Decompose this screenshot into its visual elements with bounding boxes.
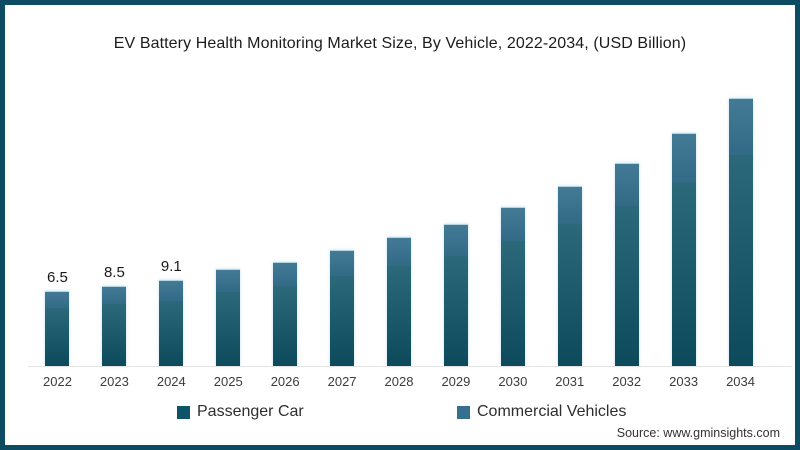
legend-label-commercial-vehicles: Commercial Vehicles xyxy=(477,403,627,420)
stacked-bar-2031 xyxy=(557,186,582,366)
x-axis-label-2033: 2033 xyxy=(669,374,699,389)
x-axis-label-2034: 2034 xyxy=(726,374,755,389)
x-axis-label-2024: 2024 xyxy=(156,374,186,389)
x-axis-label-2023: 2023 xyxy=(99,374,129,389)
bar-segment-passenger-car xyxy=(614,206,639,366)
bar-column-2026 xyxy=(257,89,314,366)
bar-segment-commercial-vehicles xyxy=(273,262,298,286)
plot-area: 6.5 8.5 9.1 xyxy=(29,89,769,366)
x-axis-label-2028: 2028 xyxy=(384,374,414,389)
bar-segment-commercial-vehicles xyxy=(102,286,127,304)
bar-segment-commercial-vehicles xyxy=(443,224,468,256)
bar-column-2034 xyxy=(712,89,769,366)
x-axis-label-2030: 2030 xyxy=(498,374,528,389)
bar-segment-commercial-vehicles xyxy=(614,163,639,206)
bar-column-2023: 8.5 xyxy=(86,89,143,366)
stacked-bar-2033 xyxy=(671,133,696,366)
bar-column-2029 xyxy=(427,89,484,366)
bar-segment-passenger-car xyxy=(273,286,298,366)
bar-segment-passenger-car xyxy=(728,155,753,366)
legend-item-passenger-car: Passenger Car xyxy=(177,403,304,421)
legend-swatch-commercial-vehicles-icon xyxy=(457,405,470,419)
x-axis-label-2029: 2029 xyxy=(441,374,471,389)
x-axis-labels: 2022 2023 2024 2025 2026 2027 2028 2029 2030 2031… xyxy=(29,374,769,389)
bar-column-2032 xyxy=(598,89,655,366)
bar-segment-commercial-vehicles xyxy=(45,291,70,308)
bar-column-2022: 6.5 xyxy=(29,89,86,366)
x-axis-label-2032: 2032 xyxy=(612,374,642,389)
bar-segment-passenger-car xyxy=(102,304,127,366)
stacked-bar-2030 xyxy=(500,207,525,366)
bar-segment-commercial-vehicles xyxy=(386,237,411,266)
bar-value-label-2023: 8.5 xyxy=(103,264,125,281)
stacked-bar-2029 xyxy=(443,224,468,366)
x-axis-label-2031: 2031 xyxy=(555,374,585,389)
x-axis-label-2027: 2027 xyxy=(327,374,357,389)
bar-value-label-2024: 9.1 xyxy=(160,258,182,275)
bar-column-2025 xyxy=(200,89,257,366)
bar-column-2028 xyxy=(371,89,428,366)
bar-segment-commercial-vehicles xyxy=(728,98,753,155)
bar-segment-passenger-car xyxy=(159,301,184,366)
bar-segment-commercial-vehicles xyxy=(330,250,355,276)
bar-segment-passenger-car xyxy=(330,276,355,366)
x-axis-label-2025: 2025 xyxy=(213,374,243,389)
bar-column-2033 xyxy=(655,89,712,366)
bar-segment-passenger-car xyxy=(557,224,582,366)
bar-segment-commercial-vehicles xyxy=(159,280,184,301)
bar-segment-passenger-car xyxy=(443,256,468,366)
x-axis-label-2022: 2022 xyxy=(43,374,72,389)
bar-column-2031 xyxy=(541,89,598,366)
stacked-bar-2023 xyxy=(102,286,127,366)
stacked-bar-2025 xyxy=(216,269,241,366)
bar-column-2027 xyxy=(314,89,371,366)
bar-segment-commercial-vehicles xyxy=(557,186,582,224)
stacked-bar-2026 xyxy=(273,262,298,366)
x-axis-line xyxy=(28,366,792,367)
stacked-bar-2034 xyxy=(728,98,753,366)
bars-row: 6.5 8.5 9.1 xyxy=(29,89,769,366)
bar-segment-passenger-car xyxy=(45,308,70,366)
stacked-bar-2028 xyxy=(386,237,411,366)
stacked-bar-2022 xyxy=(45,291,70,366)
bar-segment-commercial-vehicles xyxy=(500,207,525,241)
bar-segment-commercial-vehicles xyxy=(216,269,241,292)
bar-segment-passenger-car xyxy=(386,266,411,366)
bar-segment-passenger-car xyxy=(216,292,241,366)
bar-segment-commercial-vehicles xyxy=(671,133,696,183)
legend-item-commercial-vehicles: Commercial Vehicles xyxy=(457,403,626,421)
bar-column-2024: 9.1 xyxy=(143,89,200,366)
legend-label-passenger-car: Passenger Car xyxy=(197,403,304,420)
bar-column-2030 xyxy=(484,89,541,366)
stacked-bar-2027 xyxy=(330,250,355,366)
legend-swatch-passenger-car-icon xyxy=(177,405,190,419)
chart-title: EV Battery Health Monitoring Market Size… xyxy=(113,35,687,52)
x-axis-label-2026: 2026 xyxy=(270,374,300,389)
bar-value-label-2022: 6.5 xyxy=(47,269,68,286)
stacked-bar-2024 xyxy=(159,280,184,366)
legend: Passenger Car Commercial Vehicles xyxy=(5,403,795,425)
bar-segment-passenger-car xyxy=(500,241,525,366)
source-attribution: Source: www.gminsights.com xyxy=(616,426,780,440)
bar-segment-passenger-car xyxy=(671,183,696,366)
stacked-bar-2032 xyxy=(614,163,639,366)
